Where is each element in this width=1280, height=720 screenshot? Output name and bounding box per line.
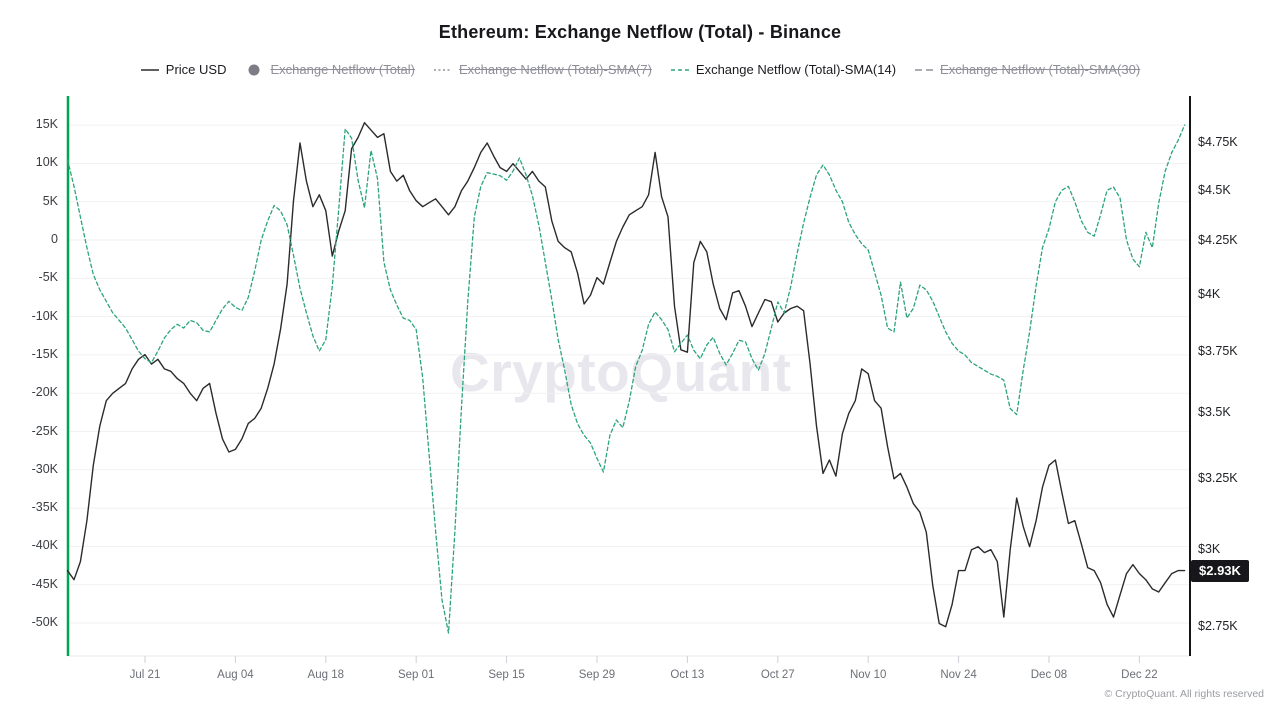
y-axis-left-tick-label: -40K [31, 538, 58, 553]
legend-item-label: Exchange Netflow (Total)-SMA(14) [695, 62, 897, 77]
y-axis-right-tick-label: $3.25K [1198, 470, 1238, 485]
y-axis-left-tick-label: -15K [31, 346, 58, 361]
gridlines [68, 124, 1190, 663]
chart-legend: Price USD Exchange Netflow (Total) Exchang… [0, 62, 1280, 78]
y-axis-left-tick-label: -45K [31, 576, 58, 591]
y-axis-right-tick-label: $4K [1198, 287, 1221, 302]
netflow-sma14-line [66, 124, 1186, 634]
x-axis-tick-label: Aug 18 [307, 669, 344, 681]
y-axis-right-tick-label: $4.5K [1198, 182, 1231, 197]
y-axis-left-tick-label: -20K [31, 385, 58, 400]
y-axis-right-tick-label: $3.75K [1198, 344, 1238, 359]
x-axis-tick-label: Dec 08 [1030, 669, 1068, 681]
x-axis-tick-label: Aug 04 [217, 669, 254, 681]
legend-item-exchange-netflow-total-sma-7-[interactable]: Exchange Netflow (Total)-SMA(7) [433, 62, 652, 78]
x-axis-tick-label: Oct 13 [670, 669, 705, 681]
legend-item-label: Exchange Netflow (Total)-SMA(30) [940, 62, 1141, 77]
copyright-note: © CryptoQuant. All rights reserved [1104, 688, 1264, 700]
x-axis-tick-label: Dec 22 [1121, 669, 1158, 681]
y-axis-right-tick-label: $3.5K [1198, 405, 1231, 420]
legend-item-exchange-netflow-total-sma-30-[interactable]: Exchange Netflow (Total)-SMA(30) [914, 62, 1140, 78]
x-axis-tick-label: Sep 01 [397, 669, 435, 681]
x-axis-tick-label: Sep 29 [578, 669, 616, 681]
y-axis-left-tick-label: 10K [35, 155, 58, 170]
y-axis-left-tick-label: -10K [31, 308, 58, 323]
legend-item-price-usd[interactable]: Price USD [140, 62, 227, 78]
page-title: Ethereum: Exchange Netflow (Total) - Bin… [438, 22, 842, 42]
y-axis-left-tick-label: -50K [31, 615, 58, 629]
legend-line-marker-icon [434, 69, 452, 71]
x-axis-tick-label: Jul 21 [129, 669, 161, 681]
y-axis-right-tick-label: $4.25K [1198, 233, 1238, 248]
y-axis-left-tick-label: 5K [42, 193, 58, 208]
y-axis-left-tick-label: -35K [31, 500, 58, 515]
price-usd-line [66, 121, 1186, 628]
y-axis-right-tick-label: $4.75K [1198, 135, 1238, 149]
y-axis-left-tick-label: 15K [35, 117, 58, 132]
legend-line-marker-icon [670, 69, 689, 71]
legend-item-label: Exchange Netflow (Total) [270, 62, 415, 77]
legend-circle-marker-icon [248, 64, 260, 76]
y-axis-right-tick-label: $2.75K [1198, 618, 1238, 633]
x-axis-tick-label: Sep 15 [488, 669, 525, 681]
y-axis-left-tick-label: -30K [31, 461, 58, 476]
legend-item-exchange-netflow-total-sma-14-[interactable]: Exchange Netflow (Total)-SMA(14) [670, 62, 896, 78]
last-price-badge: $2.93K [1191, 559, 1249, 582]
x-axis-tick-label: Nov 10 [849, 669, 887, 681]
legend-item-label: Price USD [165, 62, 227, 77]
legend-item-label: Exchange Netflow (Total)-SMA(7) [459, 62, 652, 77]
y-axis-left-tick-label: -25K [31, 423, 58, 438]
x-axis-tick-label: Nov 24 [940, 669, 977, 681]
y-axis-left-tick-label: 0 [51, 232, 58, 246]
legend-line-marker-icon [915, 69, 934, 71]
y-axis-left-tick-label: -5K [38, 270, 58, 285]
legend-item-exchange-netflow-total-[interactable]: Exchange Netflow (Total) [244, 62, 415, 78]
legend-line-marker-icon [140, 69, 159, 71]
y-axis-right-tick-label: $3K [1198, 541, 1221, 556]
x-axis-tick-label: Oct 27 [760, 669, 795, 681]
